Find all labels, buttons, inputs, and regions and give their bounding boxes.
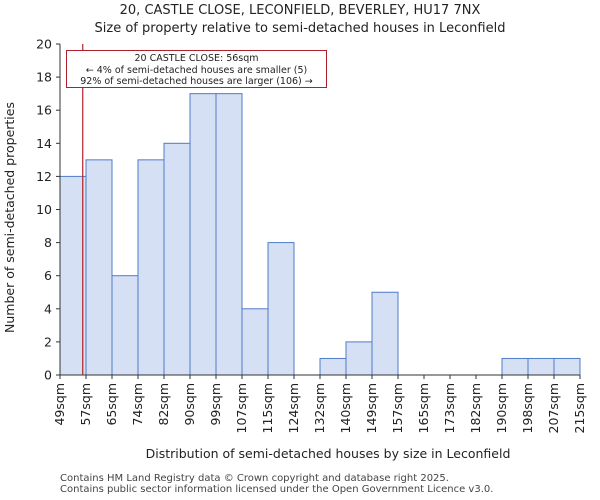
x-tick-label: 74sqm	[130, 383, 145, 426]
histogram-bar	[501, 357, 529, 376]
footer-licence: Contains public sector information licen…	[60, 484, 494, 495]
y-tick-label: 10	[36, 202, 52, 217]
histogram-bar	[215, 93, 243, 376]
x-tick-label: 124sqm	[286, 383, 301, 433]
x-tick-label: 149sqm	[364, 383, 379, 433]
histogram-bar	[163, 142, 191, 376]
x-tick-label: 207sqm	[546, 383, 561, 433]
y-tick-label: 4	[44, 301, 52, 316]
x-tick-label: 57sqm	[78, 383, 93, 426]
histogram-bar	[137, 159, 165, 376]
y-tick-label: 14	[36, 136, 52, 151]
x-tick-label: 99sqm	[208, 383, 223, 426]
annotation-line-2: ← 4% of semi-detached houses are smaller…	[85, 64, 308, 76]
x-tick-label: 132sqm	[312, 383, 327, 433]
chart-title: 20, CASTLE CLOSE, LECONFIELD, BEVERLEY, …	[119, 3, 481, 18]
x-tick-label: 157sqm	[390, 383, 405, 433]
x-tick-label: 140sqm	[338, 383, 353, 433]
chart-subtitle: Size of property relative to semi-detach…	[94, 21, 506, 36]
histogram-bar	[553, 357, 581, 376]
histogram-bar	[59, 175, 87, 376]
histogram-bar	[85, 159, 113, 376]
histogram-bar	[189, 93, 217, 376]
x-tick-label: 182sqm	[468, 383, 483, 433]
x-tick-label: 173sqm	[442, 383, 457, 433]
histogram-bar	[345, 341, 373, 376]
histogram-bar	[111, 275, 139, 376]
x-tick-label: 107sqm	[234, 383, 249, 433]
x-tick-label: 115sqm	[260, 383, 275, 433]
x-tick-label: 165sqm	[416, 383, 431, 433]
histogram-bar	[267, 242, 295, 376]
x-tick-label: 190sqm	[494, 383, 509, 433]
y-tick-label: 18	[36, 70, 52, 85]
x-tick-label: 65sqm	[104, 383, 119, 426]
histogram-bar	[527, 357, 555, 376]
x-tick-label: 215sqm	[572, 383, 587, 433]
histogram-bar	[319, 357, 347, 376]
x-axis-label: Distribution of semi-detached houses by …	[146, 446, 511, 461]
property-annotation-box: 20 CASTLE CLOSE: 56sqm ← 4% of semi-deta…	[66, 50, 327, 88]
y-tick-label: 6	[44, 268, 52, 283]
y-tick-label: 20	[36, 37, 52, 52]
y-axis-label: Number of semi-detached properties	[2, 102, 17, 333]
histogram-bar	[371, 291, 399, 376]
x-tick-label: 82sqm	[156, 383, 171, 426]
histogram-bar	[241, 308, 269, 376]
y-tick-label: 12	[36, 169, 52, 184]
y-tick-label: 0	[44, 368, 52, 383]
x-tick-label: 198sqm	[520, 383, 535, 433]
footer-copyright: Contains HM Land Registry data © Crown c…	[60, 473, 449, 484]
x-tick-label: 90sqm	[182, 383, 197, 426]
annotation-line-1: 20 CASTLE CLOSE: 56sqm	[134, 53, 259, 64]
x-tick-label: 49sqm	[52, 383, 67, 426]
y-tick-label: 16	[36, 103, 52, 118]
y-tick-label: 8	[44, 235, 52, 250]
annotation-line-3: 92% of semi-detached houses are larger (…	[80, 76, 313, 87]
y-tick-label: 2	[44, 334, 52, 349]
